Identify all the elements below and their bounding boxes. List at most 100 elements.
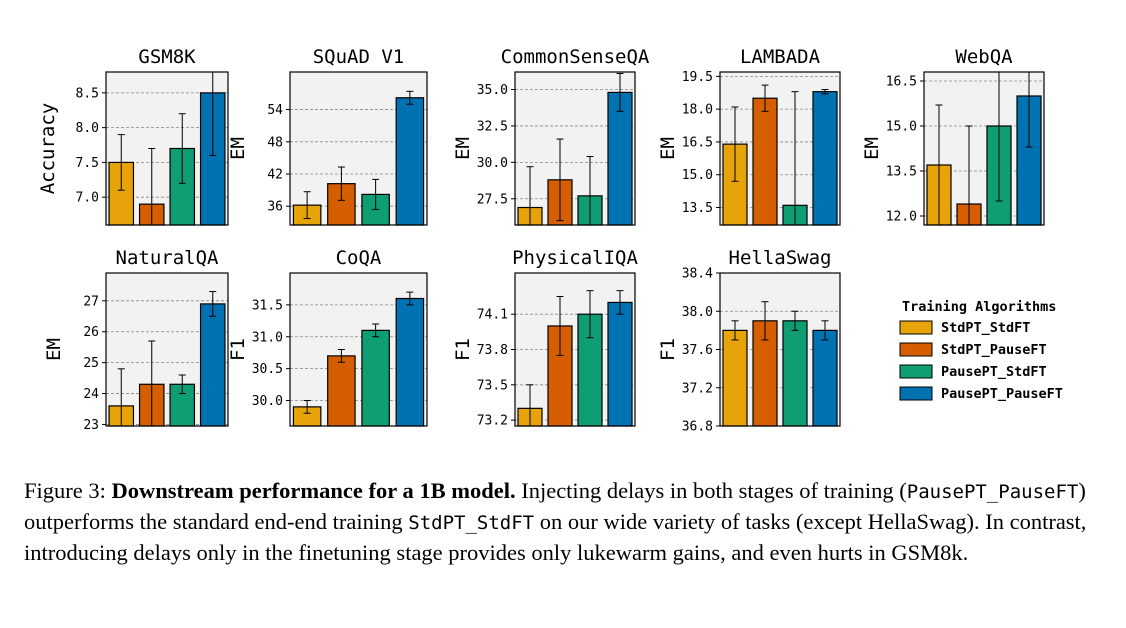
panel-title: GSM8K (138, 46, 196, 68)
y-tick-label: 73.5 (477, 378, 508, 393)
panel-title: SQuAD V1 (313, 46, 405, 68)
y-axis-label: EM (227, 137, 249, 160)
y-tick-label: 74.1 (477, 308, 508, 323)
legend-label: StdPT_PauseFT (941, 342, 1047, 358)
y-tick-label: 37.6 (682, 343, 713, 358)
panel-naturalqa: 23 24 25 26 27 NaturalQA EM (43, 247, 229, 433)
bar-pausept-pauseft (607, 301, 633, 427)
plot-frame (105, 71, 229, 226)
panel-title: WebQA (955, 46, 1013, 68)
y-tick-label: 24 (83, 387, 99, 402)
y-tick-label: 54 (267, 103, 283, 118)
y-tick-label: 26 (83, 325, 99, 340)
bar-stdpt-pauseft (327, 355, 356, 427)
y-tick-label: 16.5 (682, 135, 713, 150)
caption-code-stdpt-stdft: StdPT_StdFT (408, 512, 535, 534)
legend-label: PausePT_StdFT (941, 364, 1047, 380)
y-tick-label: 19.5 (682, 70, 713, 85)
y-tick-label: 30.5 (252, 362, 283, 377)
legend-swatch (899, 364, 933, 379)
bar-pausept-stdft (361, 329, 390, 427)
y-tick-label: 8.5 (76, 86, 99, 101)
y-tick-label: 38.0 (682, 305, 713, 320)
figure-canvas: 7.0 7.5 8.0 8.5 GSM8K Accuracy 36 42 48 54 SQuAD V… (37, 46, 1063, 435)
y-axis-label: EM (452, 137, 474, 160)
plot-frame (105, 272, 229, 427)
y-tick-label: 15.0 (682, 168, 713, 183)
y-tick-label: 18.0 (682, 103, 713, 118)
y-tick-label: 31.0 (252, 330, 283, 345)
y-axis-label: EM (861, 137, 883, 160)
plot-frame (514, 71, 636, 226)
caption-text-1: Injecting delays in both stages of train… (521, 478, 907, 503)
panel-gsm8k: 7.0 7.5 8.0 8.5 GSM8K Accuracy (37, 46, 229, 226)
plot-frame (719, 71, 841, 226)
y-axis-label: EM (657, 137, 679, 160)
panel-title: PhysicalIQA (512, 247, 638, 269)
bar-pausept-stdft (782, 320, 808, 427)
y-tick-label: 42 (267, 168, 283, 183)
y-tick-label: 8.0 (76, 121, 99, 136)
y-tick-label: 36 (267, 200, 283, 215)
bar-pausept-pauseft (395, 97, 425, 226)
plot-frame (289, 71, 428, 226)
panel-squad-v1: 36 42 48 54 SQuAD V1 EM (227, 46, 428, 226)
y-tick-label: 38.4 (682, 267, 713, 282)
panel-coqa: 30.0 30.5 31.0 31.5 CoQA F1 (227, 247, 428, 427)
y-tick-label: 16.5 (886, 75, 917, 90)
y-tick-label: 30.0 (252, 394, 283, 409)
panel-title: NaturalQA (116, 247, 220, 269)
panel-lambada: 13.5 15.0 16.5 18.0 19.5 LAMBADA EM (657, 46, 841, 226)
legend-swatch (899, 320, 933, 335)
y-tick-label: 23 (83, 418, 99, 433)
panel-title: HellaSwag (729, 247, 832, 269)
y-tick-label: 13.5 (682, 201, 713, 216)
plot-frame (719, 272, 841, 427)
y-axis-label: F1 (227, 338, 249, 361)
y-axis-label: F1 (657, 338, 679, 361)
bar-pausept-pauseft (199, 303, 226, 427)
y-axis-label: F1 (452, 338, 474, 361)
legend-title: Training Algorithms (902, 299, 1056, 315)
legend-swatch (899, 342, 933, 357)
y-tick-label: 36.8 (682, 420, 713, 435)
caption-code-pausept-pauseft: PausePT_PauseFT (906, 481, 1079, 503)
bar-pausept-pauseft (607, 91, 633, 226)
caption-bold-title: Downstream performance for a 1B model. (111, 478, 516, 503)
y-tick-label: 7.0 (76, 191, 99, 206)
y-tick-label: 13.5 (886, 165, 917, 180)
y-tick-label: 73.2 (477, 414, 508, 429)
y-tick-label: 25 (83, 356, 99, 371)
y-tick-label: 37.2 (682, 381, 713, 396)
y-tick-label: 12.0 (886, 210, 917, 225)
bar-pausept-pauseft (812, 91, 838, 226)
plot-frame (923, 71, 1045, 226)
panel-title: LAMBADA (740, 46, 821, 68)
legend-label: PausePT_PauseFT (941, 386, 1063, 402)
legend: Training Algorithms StdPT_StdFT StdPT_Paus… (899, 299, 1063, 402)
y-tick-label: 27.5 (477, 192, 508, 207)
y-tick-label: 32.5 (477, 119, 508, 134)
panel-title: CommonSenseQA (501, 46, 650, 68)
bar-stdpt-stdft (722, 329, 748, 427)
y-tick-label: 30.0 (477, 156, 508, 171)
y-tick-label: 15.0 (886, 120, 917, 135)
legend-label: StdPT_StdFT (941, 320, 1030, 336)
plot-frame (289, 272, 428, 427)
bar-pausept-pauseft (395, 297, 425, 427)
y-tick-label: 27 (83, 294, 99, 309)
bar-stdpt-pauseft (752, 97, 778, 226)
y-tick-label: 35.0 (477, 83, 508, 98)
caption-text-2: ) outperforms the standard end-end train… (24, 478, 1086, 534)
y-tick-label: 31.5 (252, 298, 283, 313)
bar-pausept-pauseft (812, 329, 838, 427)
plot-frame (514, 272, 636, 427)
y-tick-label: 73.8 (477, 343, 508, 358)
panel-hellaswag: 36.8 37.2 37.6 38.0 38.4 HellaSwag F1 (657, 247, 841, 435)
y-axis-label: Accuracy (37, 103, 59, 195)
y-tick-label: 48 (267, 135, 283, 150)
caption-text-3: on our wide variety of tasks (except Hel… (24, 509, 1087, 565)
panel-physicaliqa: 73.2 73.5 73.8 74.1 PhysicalIQA F1 (452, 247, 638, 429)
panel-commonsenseqa: 27.5 30.0 32.5 35.0 CommonSenseQA EM (452, 46, 650, 226)
figure-caption: Figure 3: Downstream performance for a 1… (24, 476, 1104, 567)
